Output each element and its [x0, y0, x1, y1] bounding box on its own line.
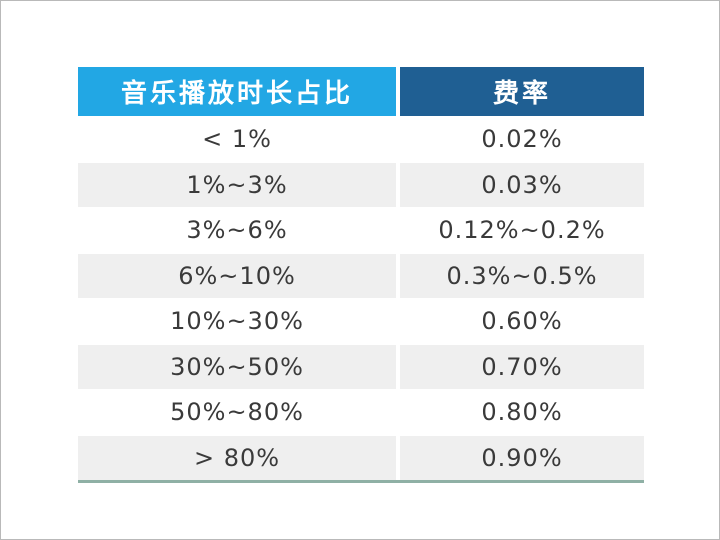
duration-cell: 30%~50% [78, 344, 396, 389]
rate-cell: 0.03% [400, 162, 644, 207]
table-row: 6%~10% 0.3%~0.5% [78, 252, 644, 298]
table-row: 30%~50% 0.70% [78, 343, 644, 389]
duration-cell: < 1% [78, 117, 396, 162]
rate-cell: 0.3%~0.5% [400, 253, 644, 298]
rate-cell: 0.12%~0.2% [400, 208, 644, 253]
rate-cell: 0.90% [400, 435, 644, 480]
table-row: < 1% 0.02% [78, 116, 644, 162]
duration-cell: 50%~80% [78, 390, 396, 435]
header-duration-ratio: 音乐播放时长占比 [78, 67, 396, 116]
table-row: 10%~30% 0.60% [78, 298, 644, 344]
duration-cell: > 80% [78, 435, 396, 480]
table-row: 50%~80% 0.80% [78, 389, 644, 435]
table-header-row: 音乐播放时长占比 费率 [78, 67, 644, 116]
rate-table: 音乐播放时长占比 费率 < 1% 0.02% 1%~3% 0.03% 3%~6%… [78, 67, 644, 483]
rate-cell: 0.02% [400, 117, 644, 162]
table-row: 3%~6% 0.12%~0.2% [78, 207, 644, 253]
rate-cell: 0.70% [400, 344, 644, 389]
table-row: > 80% 0.90% [78, 434, 644, 480]
table-row: 1%~3% 0.03% [78, 161, 644, 207]
duration-cell: 10%~30% [78, 299, 396, 344]
duration-cell: 3%~6% [78, 208, 396, 253]
header-rate: 费率 [400, 67, 644, 116]
duration-cell: 6%~10% [78, 253, 396, 298]
rate-cell: 0.60% [400, 299, 644, 344]
duration-cell: 1%~3% [78, 162, 396, 207]
rate-cell: 0.80% [400, 390, 644, 435]
